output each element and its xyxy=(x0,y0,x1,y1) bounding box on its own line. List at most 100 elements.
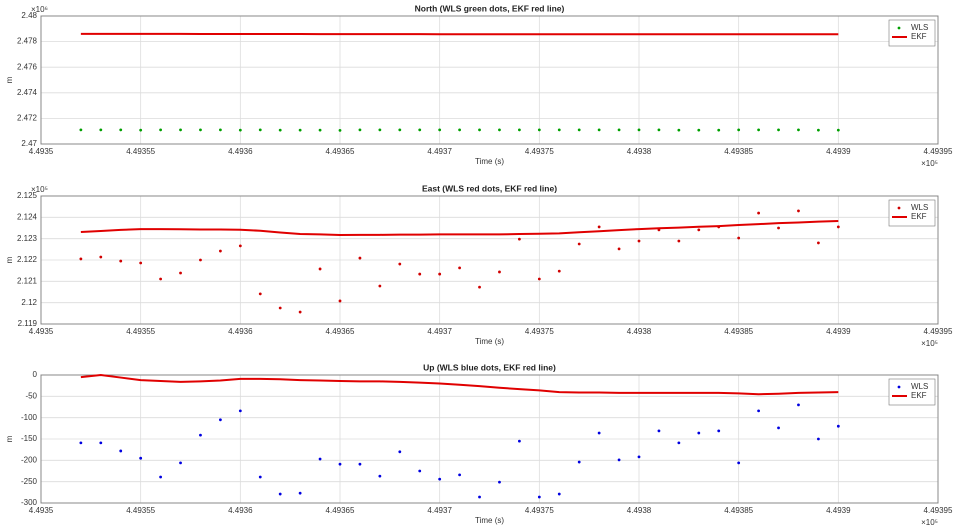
x-tick-label: 4.4938 xyxy=(627,147,652,156)
wls-point xyxy=(378,474,382,478)
wls-point xyxy=(179,271,182,275)
axes-box xyxy=(40,374,939,504)
x-tick-label: 4.49385 xyxy=(724,147,753,156)
wls-point xyxy=(119,259,123,263)
y-tick-label: 2.125 xyxy=(17,191,38,200)
wls-point xyxy=(418,469,422,473)
x-tick-label: 4.4937 xyxy=(427,506,452,515)
wls-point xyxy=(617,128,621,132)
wls-point xyxy=(597,128,601,132)
wls-point xyxy=(238,128,242,132)
ekf-line xyxy=(80,373,839,396)
y-axis-label: m xyxy=(5,76,14,83)
wls-point xyxy=(238,409,242,413)
wls-point xyxy=(199,258,202,262)
wls-point xyxy=(836,424,840,428)
x-tick-label: 4.49365 xyxy=(326,147,355,156)
wls-point xyxy=(757,211,760,215)
wls-point xyxy=(458,266,461,270)
wls-point xyxy=(657,128,661,132)
y-tick-label: 2.12 xyxy=(21,298,37,307)
wls-point xyxy=(697,128,701,132)
wls-point xyxy=(737,128,741,132)
wls-point xyxy=(398,128,402,132)
legend-label: WLS xyxy=(911,382,928,391)
wls-point xyxy=(597,431,601,435)
wls-point xyxy=(737,236,741,240)
subplot: 2.47 2.472 2.474 2.476 2.478 2.48 4.4935 4.4935… xyxy=(5,3,953,168)
y-tick-label: -50 xyxy=(25,391,37,400)
wls-point xyxy=(418,128,422,132)
wls-point xyxy=(797,128,800,132)
wls-point xyxy=(518,128,521,132)
x-exponent: ×10⁵ xyxy=(921,518,938,527)
y-exponent: ×10⁵ xyxy=(31,185,48,194)
x-tick-label: 4.4938 xyxy=(627,327,652,336)
wls-point xyxy=(458,128,461,132)
wls-point xyxy=(358,256,362,260)
wls-point xyxy=(537,128,541,132)
x-exponent: ×10⁵ xyxy=(921,339,938,348)
x-tick-label: 4.4935 xyxy=(29,327,54,336)
wls-point xyxy=(418,272,422,276)
wls-point xyxy=(238,244,242,248)
y-tick-label: 2.47 xyxy=(21,139,37,148)
wls-point xyxy=(398,262,402,266)
y-tick-label: 2.478 xyxy=(17,37,38,46)
legend-box xyxy=(888,19,936,47)
legend-label: WLS xyxy=(911,203,928,212)
wls-point xyxy=(318,267,322,271)
x-tick-label: 4.4937 xyxy=(427,147,452,156)
wls-point xyxy=(199,128,202,132)
wls-point xyxy=(318,457,322,461)
wls-point xyxy=(159,128,163,132)
wls-point xyxy=(99,441,103,445)
x-tick-label: 4.49375 xyxy=(525,506,554,515)
wls-point xyxy=(219,128,222,132)
x-tick-label: 4.4935 xyxy=(29,506,54,515)
wls-point xyxy=(338,129,342,132)
y-axis-label: m xyxy=(5,256,14,263)
wls-point xyxy=(777,426,780,430)
wls-point xyxy=(119,449,123,453)
legend-label: EKF xyxy=(911,391,927,400)
wls-point xyxy=(99,128,103,132)
wls-point xyxy=(79,128,83,132)
x-tick-label: 4.4936 xyxy=(228,327,253,336)
x-tick-label: 4.49375 xyxy=(525,147,554,156)
chart-title: North (WLS green dots, EKF red line) xyxy=(415,3,565,13)
legend-label: WLS xyxy=(911,23,928,32)
y-exponent: ×10⁶ xyxy=(31,5,48,14)
wls-point xyxy=(557,128,561,132)
wls-point xyxy=(378,128,382,132)
x-tick-label: 4.49395 xyxy=(924,327,953,336)
wls-point xyxy=(179,461,182,465)
wls-point xyxy=(438,128,442,132)
wls-point xyxy=(219,249,222,253)
y-tick-label: 2.124 xyxy=(17,212,38,221)
x-tick-label: 4.49395 xyxy=(924,147,953,156)
x-tick-label: 4.4935 xyxy=(29,147,54,156)
wls-point xyxy=(637,455,641,459)
legend-label: EKF xyxy=(911,32,927,41)
wls-point xyxy=(438,477,442,481)
x-axis-label: Time (s) xyxy=(475,337,504,346)
x-tick-label: 4.49365 xyxy=(326,327,355,336)
y-tick-label: -300 xyxy=(21,498,38,507)
x-exponent: ×10⁵ xyxy=(921,159,938,168)
wls-point xyxy=(298,128,302,132)
x-tick-label: 4.49355 xyxy=(126,327,155,336)
wls-point xyxy=(278,128,282,132)
wls-point xyxy=(637,128,641,132)
x-tick-label: 4.4936 xyxy=(228,506,253,515)
y-tick-label: 2.119 xyxy=(18,319,38,328)
wls-point xyxy=(657,429,661,433)
axes-box xyxy=(40,195,939,325)
y-tick-label: 0 xyxy=(33,370,38,379)
x-tick-label: 4.49385 xyxy=(724,327,753,336)
wls-point xyxy=(677,441,681,445)
wls-point xyxy=(557,269,561,273)
x-axis-label: Time (s) xyxy=(475,516,504,525)
